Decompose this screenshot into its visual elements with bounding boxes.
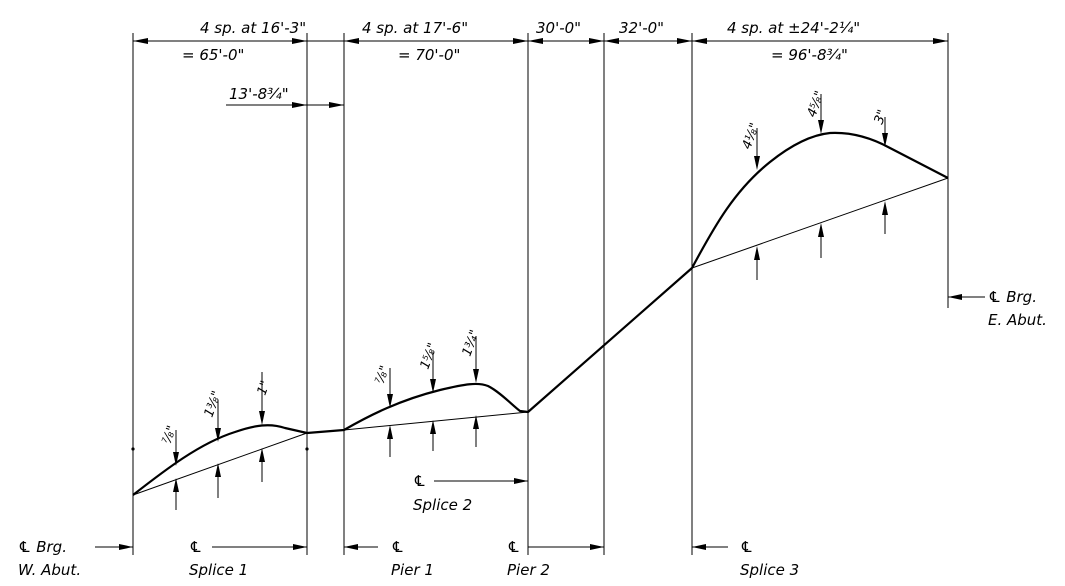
camber-label-s3-1: 4⅛" [740, 121, 763, 151]
splice3-label: Splice 3 [740, 561, 799, 579]
pier1-label: Pier 1 [391, 561, 434, 579]
splice1-cl-symbol: ℄ [189, 538, 202, 556]
splice2-cl-symbol: ℄ [413, 472, 426, 490]
e-abut-label-1: ℄ Brg. [988, 288, 1037, 306]
splice3-cl-symbol: ℄ [740, 538, 753, 556]
splice2-label: Splice 2 [413, 496, 472, 514]
pier2-label: Pier 2 [507, 561, 550, 579]
bottom-leaders [95, 294, 985, 550]
span1-dim-bottom: = 65'-0" [182, 46, 244, 64]
pier1-cl-symbol: ℄ [391, 538, 404, 556]
e-abut-label-2: E. Abut. [988, 311, 1047, 329]
span4-dim: 32'-0" [619, 19, 664, 37]
camber-label-s3-2: 4⅝" [805, 89, 828, 119]
camber-label-s2-2: 1⅝" [418, 341, 441, 371]
span5-dim-top: 4 sp. at ±24'-2¼" [727, 19, 860, 37]
top-dimension-line [133, 38, 948, 44]
w-abut-label-2: W. Abut. [18, 561, 81, 579]
camber-label-s1-1: ⅞" [160, 424, 180, 447]
chord-lines [132, 177, 949, 496]
camber-label-s1-3: 1" [255, 379, 274, 398]
splice1-label: Splice 1 [189, 561, 248, 579]
camber-label-s2-3: 1¾" [460, 328, 483, 358]
offset-dimension [226, 102, 344, 108]
camber-label-s2-1: ⅞" [373, 364, 393, 387]
span3-dim: 30'-0" [536, 19, 581, 37]
camber-arrows-down [173, 94, 888, 466]
span1-dim-top: 4 sp. at 16'-3" [200, 19, 306, 37]
span2-dim-top: 4 sp. at 17'-6" [362, 19, 468, 37]
extension-lines [132, 33, 949, 555]
camber-label-s1-2: 1⅜" [202, 389, 225, 419]
camber-arrows-up [173, 201, 888, 510]
pier2-cl-symbol: ℄ [507, 538, 520, 556]
span2-dim-bottom: = 70'-0" [398, 46, 460, 64]
dot-marker [305, 447, 309, 451]
dot-marker [131, 447, 135, 451]
camber-profile [132, 131, 949, 496]
camber-label-s3-3: 3" [872, 108, 891, 127]
w-abut-label-1: ℄ Brg. [18, 538, 67, 556]
span5-dim-bottom: = 96'-8¾" [771, 46, 848, 64]
offset-dim-text: 13'-8¾" [229, 85, 289, 103]
